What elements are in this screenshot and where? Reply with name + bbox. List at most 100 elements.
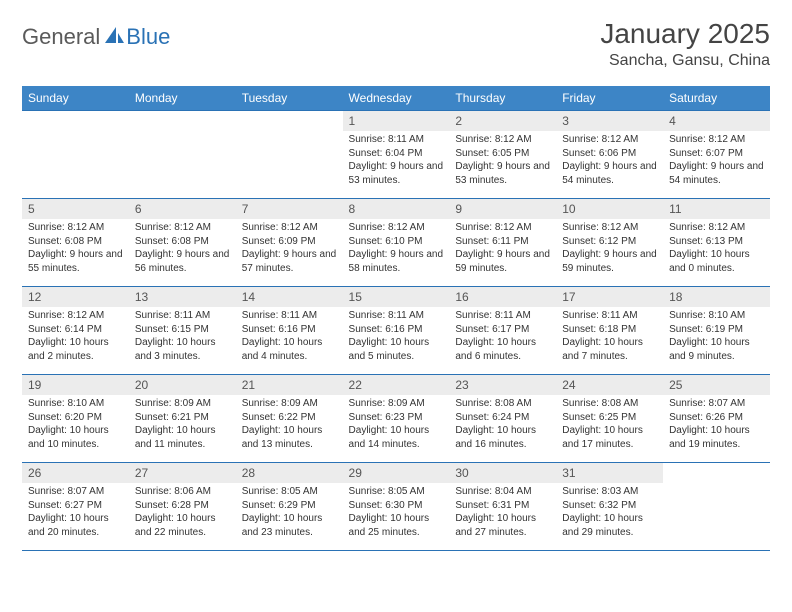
day-number: 5 <box>22 199 129 219</box>
day-details: Sunrise: 8:12 AMSunset: 6:08 PMDaylight:… <box>129 219 236 279</box>
calendar-cell: 23Sunrise: 8:08 AMSunset: 6:24 PMDayligh… <box>449 375 556 463</box>
day-details: Sunrise: 8:11 AMSunset: 6:17 PMDaylight:… <box>449 307 556 367</box>
calendar-cell: 25Sunrise: 8:07 AMSunset: 6:26 PMDayligh… <box>663 375 770 463</box>
calendar-cell: 20Sunrise: 8:09 AMSunset: 6:21 PMDayligh… <box>129 375 236 463</box>
day-details: Sunrise: 8:06 AMSunset: 6:28 PMDaylight:… <box>129 483 236 543</box>
day-number: 17 <box>556 287 663 307</box>
day-details: Sunrise: 8:12 AMSunset: 6:07 PMDaylight:… <box>663 131 770 191</box>
calendar-cell: 1Sunrise: 8:11 AMSunset: 6:04 PMDaylight… <box>343 111 450 199</box>
day-details: Sunrise: 8:11 AMSunset: 6:15 PMDaylight:… <box>129 307 236 367</box>
calendar-cell: 11Sunrise: 8:12 AMSunset: 6:13 PMDayligh… <box>663 199 770 287</box>
location-text: Sancha, Gansu, China <box>600 52 770 70</box>
calendar-cell: 21Sunrise: 8:09 AMSunset: 6:22 PMDayligh… <box>236 375 343 463</box>
calendar-cell: 28Sunrise: 8:05 AMSunset: 6:29 PMDayligh… <box>236 463 343 551</box>
day-number: 31 <box>556 463 663 483</box>
calendar-cell: 17Sunrise: 8:11 AMSunset: 6:18 PMDayligh… <box>556 287 663 375</box>
day-number: 22 <box>343 375 450 395</box>
calendar-cell <box>129 111 236 199</box>
day-details: Sunrise: 8:08 AMSunset: 6:24 PMDaylight:… <box>449 395 556 455</box>
calendar-cell: 9Sunrise: 8:12 AMSunset: 6:11 PMDaylight… <box>449 199 556 287</box>
day-number: 6 <box>129 199 236 219</box>
day-details: Sunrise: 8:12 AMSunset: 6:11 PMDaylight:… <box>449 219 556 279</box>
day-details: Sunrise: 8:03 AMSunset: 6:32 PMDaylight:… <box>556 483 663 543</box>
calendar-cell: 31Sunrise: 8:03 AMSunset: 6:32 PMDayligh… <box>556 463 663 551</box>
day-details: Sunrise: 8:10 AMSunset: 6:19 PMDaylight:… <box>663 307 770 367</box>
day-number: 19 <box>22 375 129 395</box>
day-number: 8 <box>343 199 450 219</box>
calendar-table: SundayMondayTuesdayWednesdayThursdayFrid… <box>22 86 770 551</box>
calendar-cell: 2Sunrise: 8:12 AMSunset: 6:05 PMDaylight… <box>449 111 556 199</box>
day-number: 9 <box>449 199 556 219</box>
calendar-cell: 27Sunrise: 8:06 AMSunset: 6:28 PMDayligh… <box>129 463 236 551</box>
day-details: Sunrise: 8:08 AMSunset: 6:25 PMDaylight:… <box>556 395 663 455</box>
day-details: Sunrise: 8:12 AMSunset: 6:06 PMDaylight:… <box>556 131 663 191</box>
day-details: Sunrise: 8:11 AMSunset: 6:16 PMDaylight:… <box>343 307 450 367</box>
calendar-cell: 5Sunrise: 8:12 AMSunset: 6:08 PMDaylight… <box>22 199 129 287</box>
day-number: 14 <box>236 287 343 307</box>
day-number: 26 <box>22 463 129 483</box>
month-title: January 2025 <box>600 18 770 50</box>
day-number: 28 <box>236 463 343 483</box>
calendar-cell: 29Sunrise: 8:05 AMSunset: 6:30 PMDayligh… <box>343 463 450 551</box>
calendar-header-row: SundayMondayTuesdayWednesdayThursdayFrid… <box>22 86 770 111</box>
weekday-header: Tuesday <box>236 86 343 111</box>
day-number: 1 <box>343 111 450 131</box>
calendar-cell: 4Sunrise: 8:12 AMSunset: 6:07 PMDaylight… <box>663 111 770 199</box>
day-details: Sunrise: 8:11 AMSunset: 6:16 PMDaylight:… <box>236 307 343 367</box>
day-number: 30 <box>449 463 556 483</box>
calendar-cell: 30Sunrise: 8:04 AMSunset: 6:31 PMDayligh… <box>449 463 556 551</box>
calendar-cell: 16Sunrise: 8:11 AMSunset: 6:17 PMDayligh… <box>449 287 556 375</box>
calendar-cell: 3Sunrise: 8:12 AMSunset: 6:06 PMDaylight… <box>556 111 663 199</box>
calendar-cell: 12Sunrise: 8:12 AMSunset: 6:14 PMDayligh… <box>22 287 129 375</box>
calendar-cell: 6Sunrise: 8:12 AMSunset: 6:08 PMDaylight… <box>129 199 236 287</box>
day-details: Sunrise: 8:10 AMSunset: 6:20 PMDaylight:… <box>22 395 129 455</box>
day-details: Sunrise: 8:12 AMSunset: 6:05 PMDaylight:… <box>449 131 556 191</box>
title-block: January 2025 Sancha, Gansu, China <box>600 18 770 70</box>
day-details: Sunrise: 8:11 AMSunset: 6:18 PMDaylight:… <box>556 307 663 367</box>
weekday-header: Wednesday <box>343 86 450 111</box>
day-number: 2 <box>449 111 556 131</box>
day-details: Sunrise: 8:09 AMSunset: 6:22 PMDaylight:… <box>236 395 343 455</box>
day-details: Sunrise: 8:12 AMSunset: 6:09 PMDaylight:… <box>236 219 343 279</box>
weekday-header: Thursday <box>449 86 556 111</box>
calendar-body: 1Sunrise: 8:11 AMSunset: 6:04 PMDaylight… <box>22 111 770 551</box>
calendar-cell <box>236 111 343 199</box>
day-number: 20 <box>129 375 236 395</box>
day-number: 11 <box>663 199 770 219</box>
brand-text-2: Blue <box>126 24 170 50</box>
day-number: 4 <box>663 111 770 131</box>
day-details: Sunrise: 8:11 AMSunset: 6:04 PMDaylight:… <box>343 131 450 191</box>
day-details: Sunrise: 8:07 AMSunset: 6:26 PMDaylight:… <box>663 395 770 455</box>
brand-logo: General Blue <box>22 18 170 50</box>
calendar-cell: 15Sunrise: 8:11 AMSunset: 6:16 PMDayligh… <box>343 287 450 375</box>
day-details: Sunrise: 8:12 AMSunset: 6:13 PMDaylight:… <box>663 219 770 279</box>
day-number: 29 <box>343 463 450 483</box>
calendar-cell: 26Sunrise: 8:07 AMSunset: 6:27 PMDayligh… <box>22 463 129 551</box>
weekday-header: Monday <box>129 86 236 111</box>
day-number: 21 <box>236 375 343 395</box>
day-number: 25 <box>663 375 770 395</box>
weekday-header: Friday <box>556 86 663 111</box>
day-details: Sunrise: 8:04 AMSunset: 6:31 PMDaylight:… <box>449 483 556 543</box>
calendar-cell: 22Sunrise: 8:09 AMSunset: 6:23 PMDayligh… <box>343 375 450 463</box>
weekday-header: Sunday <box>22 86 129 111</box>
calendar-cell: 18Sunrise: 8:10 AMSunset: 6:19 PMDayligh… <box>663 287 770 375</box>
day-details: Sunrise: 8:07 AMSunset: 6:27 PMDaylight:… <box>22 483 129 543</box>
day-number: 16 <box>449 287 556 307</box>
day-details: Sunrise: 8:09 AMSunset: 6:21 PMDaylight:… <box>129 395 236 455</box>
brand-sail-icon <box>103 25 125 50</box>
calendar-cell: 13Sunrise: 8:11 AMSunset: 6:15 PMDayligh… <box>129 287 236 375</box>
calendar-cell: 14Sunrise: 8:11 AMSunset: 6:16 PMDayligh… <box>236 287 343 375</box>
calendar-cell: 8Sunrise: 8:12 AMSunset: 6:10 PMDaylight… <box>343 199 450 287</box>
day-number: 18 <box>663 287 770 307</box>
day-details: Sunrise: 8:12 AMSunset: 6:08 PMDaylight:… <box>22 219 129 279</box>
day-details: Sunrise: 8:05 AMSunset: 6:29 PMDaylight:… <box>236 483 343 543</box>
calendar-cell: 10Sunrise: 8:12 AMSunset: 6:12 PMDayligh… <box>556 199 663 287</box>
day-details: Sunrise: 8:05 AMSunset: 6:30 PMDaylight:… <box>343 483 450 543</box>
day-number: 3 <box>556 111 663 131</box>
calendar-cell: 24Sunrise: 8:08 AMSunset: 6:25 PMDayligh… <box>556 375 663 463</box>
day-number: 23 <box>449 375 556 395</box>
calendar-cell <box>22 111 129 199</box>
day-details: Sunrise: 8:09 AMSunset: 6:23 PMDaylight:… <box>343 395 450 455</box>
day-number: 27 <box>129 463 236 483</box>
